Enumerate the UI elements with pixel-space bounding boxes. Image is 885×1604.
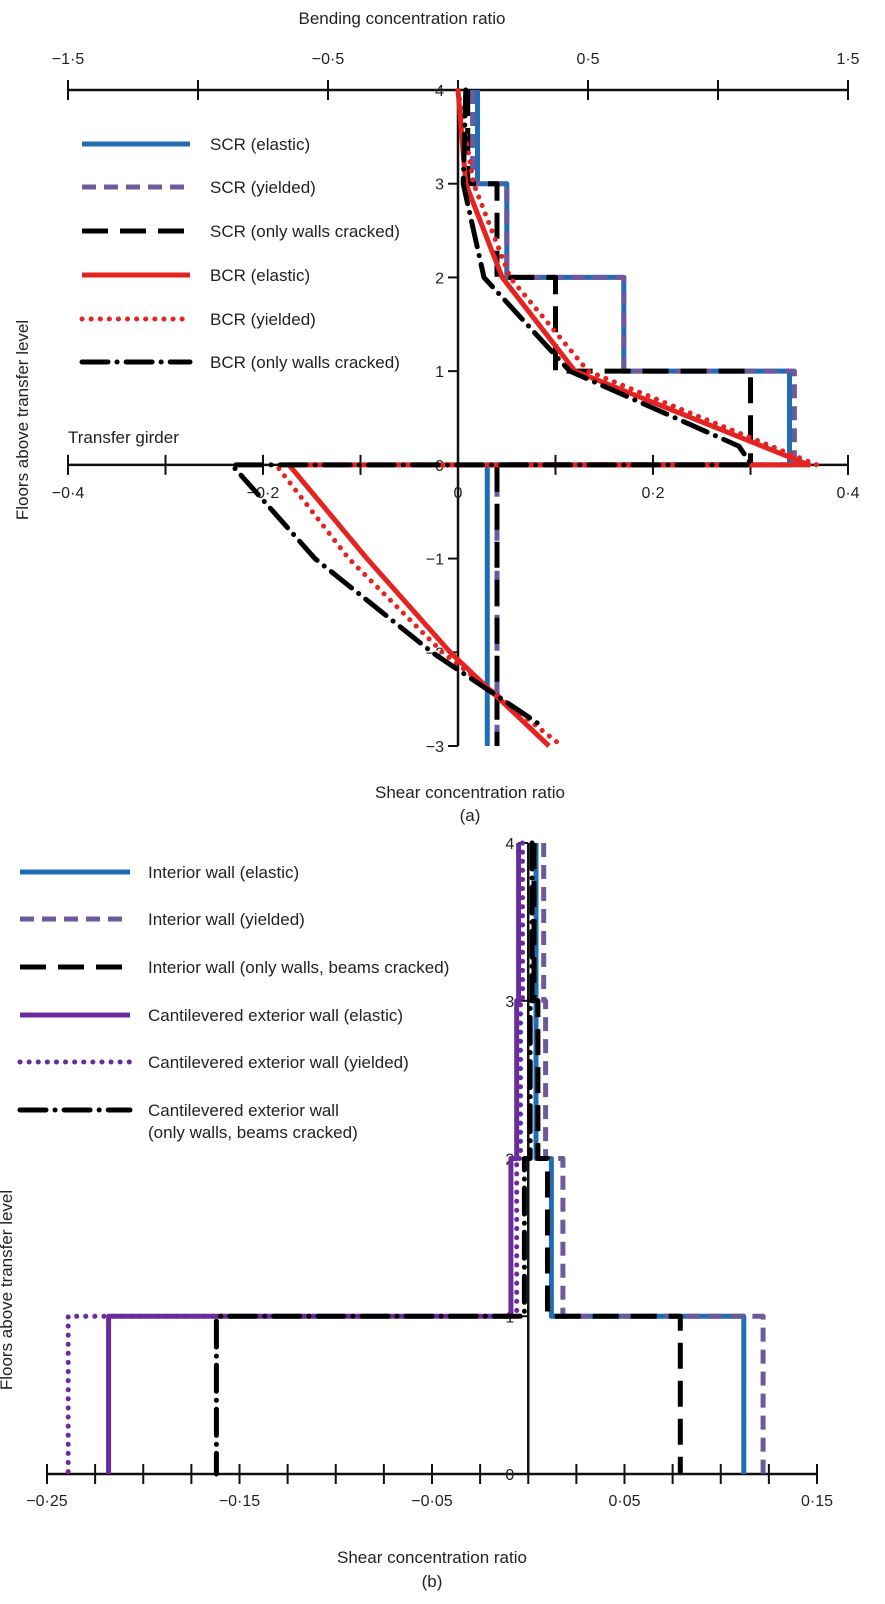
panel-b-legend-label: Cantilevered exterior wall (yielded)	[148, 1053, 409, 1072]
panel-b-legend-label: Cantilevered exterior wall (elastic)	[148, 1006, 403, 1025]
panel-a-floor-tick-label: −3	[426, 739, 444, 756]
panel-a-series-line-2	[470, 90, 797, 746]
panel-b-legend-label-line: (only walls, beams cracked)	[148, 1123, 358, 1142]
panel-a-series	[229, 87, 820, 749]
panel-a-series-line-5	[273, 87, 820, 749]
panel-a-legend-label: SCR (yielded)	[210, 178, 316, 197]
panel-a-floor-tick-label: 1	[435, 364, 444, 381]
panel-b-bottom-tick-label: −0·05	[411, 1493, 452, 1510]
panel-a-legend-label: BCR (only walls cracked)	[210, 353, 400, 372]
panel-a-floor-tick-label: 2	[435, 270, 444, 287]
panel-a-floor-tick-label: −1	[426, 552, 444, 569]
panel-a-legend-label: SCR (elastic)	[210, 135, 310, 154]
panel-b-bottom-tick-label: 0·15	[801, 1493, 833, 1510]
panel-b-series-line-4	[106, 843, 522, 1474]
panel-a-label: (a)	[460, 806, 481, 825]
panel-a-series-line-6	[229, 87, 755, 730]
panel-a-bottom-tick-label: 0	[454, 485, 463, 502]
panel-b-bottom-tick-label: −0·25	[26, 1493, 67, 1510]
panel-b-floor-tick-label: 3	[505, 994, 514, 1011]
panel-a-y-axis-label: Floors above transfer level	[13, 320, 32, 520]
panel-a-top-tick-label: 0·5	[576, 51, 599, 68]
panel-a-top-tick-label: −1·5	[52, 51, 85, 68]
panel-a-legend-label: BCR (yielded)	[210, 310, 316, 329]
panel-b-legend-label: Interior wall (elastic)	[148, 863, 299, 882]
panel-a-transfer-girder-label: Transfer girder	[68, 428, 179, 447]
panel-b-series-line-3	[531, 843, 683, 1474]
panel-b-series-line-1	[533, 843, 747, 1474]
panel-b-legend-label: Interior wall (yielded)	[148, 910, 305, 929]
panel-a-legend-label: BCR (elastic)	[210, 266, 310, 285]
panel-b-series-line-5	[65, 840, 525, 1477]
panel-a-top-axis-label: Bending concentration ratio	[299, 9, 506, 28]
panel-b-legend-label-line: Cantilevered exterior wall (elastic)	[148, 1006, 403, 1025]
panel-a-floor-tick-label: 3	[435, 177, 444, 194]
panel-b-legend-label: Cantilevered exterior wall (only walls, b…	[148, 1101, 358, 1142]
panel-a-series-line-1	[475, 90, 792, 746]
panel-b-series-line-6	[213, 840, 535, 1477]
panel-b-bottom-tick-label: −0·15	[219, 1493, 260, 1510]
panel-a-top-tick-label: −0·5	[312, 51, 345, 68]
panel-a-bottom-tick-label: −0·4	[52, 485, 85, 502]
panel-a-legend-label: SCR (only walls cracked)	[210, 222, 400, 241]
panel-b-y-axis-label: Floors above transfer level	[0, 1190, 16, 1390]
panel-a-bottom-tick-label: 0·4	[836, 485, 859, 502]
panel-b-legend-label: Interior wall (only walls, beams cracked…	[148, 958, 449, 977]
panel-b-series-line-2	[541, 843, 766, 1474]
panel-b-legend: Interior wall (elastic) Interior wall (yi…	[17, 863, 449, 1142]
panel-b-floor-tick-label: 4	[505, 836, 514, 853]
panel-b-legend-label-line: Interior wall (yielded)	[148, 910, 305, 929]
panel-a-bottom-axis-label: Shear concentration ratio	[375, 783, 565, 802]
panel-b-bottom-tick-label: 0·05	[608, 1493, 640, 1510]
panel-b-legend-label-line: Interior wall (elastic)	[148, 863, 299, 882]
panel-a-legend: SCR (elastic) SCR (yielded) SCR (only wall…	[79, 135, 400, 372]
panel-b-legend-label-line: Cantilevered exterior wall	[148, 1101, 339, 1120]
panel-a-top-tick-label: 1·5	[836, 51, 859, 68]
panel-b-label: (b)	[422, 1572, 443, 1591]
panel-b-series	[65, 840, 766, 1477]
panel-b-legend-label-line: Cantilevered exterior wall (yielded)	[148, 1053, 409, 1072]
panel-b-bottom-axis-label: Shear concentration ratio	[337, 1548, 527, 1567]
panel-b-floor-tick-label: 0	[505, 1467, 514, 1484]
panel-a-floor-tick-label: 4	[435, 83, 444, 100]
panel-a-bottom-tick-label: 0·2	[641, 485, 664, 502]
panel-a: −1·5 −0·5 0·5 1·5−0·4 −0·2 0 0·2 0·443210−1−2−3…	[13, 9, 860, 825]
panel-b-legend-label-line: Interior wall (only walls, beams cracked…	[148, 958, 449, 977]
panel-a-series-line-4	[286, 89, 812, 748]
